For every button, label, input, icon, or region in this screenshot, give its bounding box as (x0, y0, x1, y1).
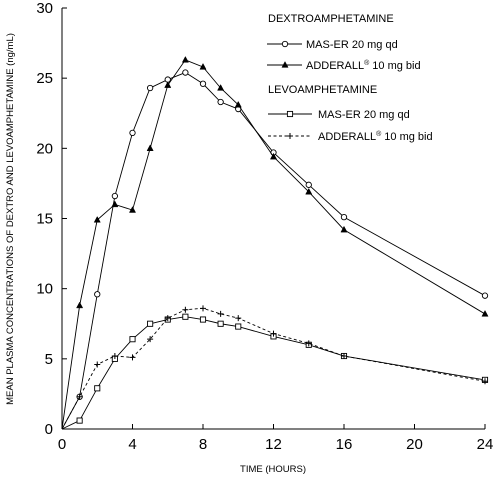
data-point (217, 84, 225, 91)
y-tick-label: 5 (45, 351, 53, 368)
x-tick-label: 8 (199, 436, 207, 453)
data-point (199, 80, 207, 87)
legend-marker (281, 40, 289, 48)
data-point (305, 181, 312, 188)
data-point (93, 215, 101, 223)
legend: DEXTROAMPHETAMINE MAS-ER 20 mg qd ADDERALL… (267, 13, 433, 143)
series-0-line (61, 72, 486, 430)
data-point (340, 213, 348, 221)
data-point (482, 378, 488, 385)
data-point (182, 306, 189, 313)
data-point (111, 353, 118, 360)
y-tick-label: 15 (36, 211, 53, 228)
series-3-line (61, 307, 486, 430)
data-point (76, 417, 83, 424)
series-2 (61, 313, 489, 430)
data-point (164, 315, 171, 322)
x-tick-label: 4 (128, 436, 136, 453)
legend-label-main: ADDERALL (306, 60, 364, 72)
data-point (199, 316, 207, 323)
data-point (94, 361, 101, 368)
data-point (182, 313, 189, 320)
legend-marker (286, 110, 294, 118)
data-point (235, 323, 242, 330)
data-point (146, 144, 154, 151)
series-1 (61, 55, 489, 430)
legend-marker (281, 61, 289, 68)
x-tick-label: 16 (336, 436, 353, 453)
legend-label-rest: 10 mg bid (381, 131, 432, 143)
data-point (200, 305, 206, 312)
data-point (341, 353, 347, 360)
data-point (76, 301, 84, 309)
data-point (111, 200, 119, 208)
legend-label-registered: ® (376, 130, 382, 138)
legend-heading: LEVOAMPHETAMINE (268, 84, 377, 96)
data-point (129, 129, 136, 137)
data-point (234, 100, 242, 108)
series-1-line (61, 59, 486, 430)
legend-label: ADDERALL® 10 mg bid (306, 59, 421, 72)
data-point (270, 330, 277, 337)
legend-heading: DEXTROAMPHETAMINE (268, 13, 394, 25)
x-tick-label: 24 (477, 436, 494, 453)
data-point (340, 225, 348, 233)
data-point (481, 309, 489, 317)
data-point (128, 206, 137, 213)
data-point (182, 69, 189, 76)
data-point (94, 385, 101, 392)
legend-label: ADDERALL® 10 mg bid (318, 130, 433, 143)
data-point (305, 187, 313, 195)
data-point (111, 192, 119, 200)
series-3 (61, 305, 488, 430)
y-tick-label: 30 (36, 0, 53, 17)
data-point (181, 55, 189, 63)
data-point (129, 354, 136, 361)
legend-marker (287, 133, 293, 139)
y-tick-label: 10 (36, 281, 53, 298)
legend-label: MAS-ER 20 mg qd (306, 39, 398, 51)
series-layer (61, 55, 489, 430)
y-tick-label: 25 (36, 70, 53, 87)
legend-label-registered: ® (364, 59, 370, 67)
x-tick-label: 20 (406, 436, 423, 453)
series-0 (61, 69, 489, 430)
data-point (76, 393, 83, 400)
axes: 0 4 8 12 16 20 24 0 5 10 15 20 25 30 (36, 0, 493, 453)
data-point (305, 340, 312, 347)
data-point (129, 336, 136, 343)
legend-label: MAS-ER 20 mg qd (318, 109, 410, 121)
data-point (147, 320, 154, 327)
x-tick-label: 0 (58, 436, 66, 453)
y-tick-label: 0 (45, 421, 53, 438)
data-point (199, 63, 207, 70)
x-tick-label: 12 (265, 436, 282, 453)
x-axis-title: TIME (HOURS) (240, 464, 306, 475)
data-point (217, 310, 224, 317)
legend-label-rest: 10 mg bid (369, 60, 420, 72)
data-point (147, 336, 154, 343)
data-point (217, 320, 224, 327)
data-point (481, 292, 489, 299)
y-axis-title: MEAN PLASMA CONCENTRATIONS OF DEXTRO AND… (5, 33, 16, 405)
y-tick-label: 20 (36, 140, 53, 157)
data-point (164, 81, 172, 88)
legend-label-main: ADDERALL (318, 131, 376, 143)
data-point (269, 152, 278, 160)
data-point (94, 291, 101, 298)
data-point (146, 84, 154, 92)
data-point (217, 98, 224, 106)
data-point (235, 315, 242, 322)
